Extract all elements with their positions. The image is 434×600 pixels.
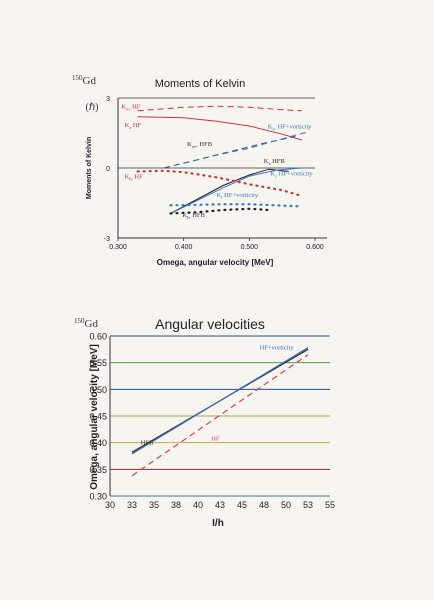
bottom-x-tick-40-4: 40 xyxy=(193,500,203,510)
top-series-k-l-hf-vorticity-7 xyxy=(169,203,303,208)
top-series-label-2: Kxv, HFB xyxy=(187,141,213,149)
top-nucleus-label: 150Gd xyxy=(72,74,96,87)
top-y-unit: (ℏ) xyxy=(86,102,99,113)
bottom-y-tick-0-60: 0.60 xyxy=(89,332,107,342)
top-y-tick-0: 0 xyxy=(106,166,110,173)
bottom-series-label-hf-vorticity: HF+vorticity xyxy=(260,344,295,351)
top-series-label-4: Kz HFB xyxy=(264,158,286,166)
top-x-tick-0-500: 0.500 xyxy=(241,244,259,251)
bottom-series-label-hfb: HFB xyxy=(141,439,154,446)
top-x-tick-0-600: 0.600 xyxy=(306,244,324,251)
bottom-y-tick-0-55: 0.55 xyxy=(89,358,107,368)
top-y-tick-3: -3 xyxy=(104,236,110,243)
bottom-nucleus-label: 150Gd xyxy=(74,317,98,330)
bottom-y-tick-0-50: 0.50 xyxy=(89,385,107,395)
top-x-tick-0-300: 0.300 xyxy=(109,244,127,251)
top-series-k-lv-hf-6 xyxy=(136,169,303,198)
moments-chart: 150Gd Moments of Kelvin (ℏ) Moments of K… xyxy=(72,74,327,267)
bottom-y-tick-0-45: 0.45 xyxy=(89,412,107,422)
top-series-k-z-hfb-4 xyxy=(170,168,289,214)
top-series-k-z-hf-1 xyxy=(137,116,303,141)
bottom-series-label-hf: HF xyxy=(211,436,220,443)
top-y-axis-label: Moments of Kelvin xyxy=(86,137,93,199)
bottom-y-tick-0-30: 0.30 xyxy=(89,492,107,502)
bottom-x-tick-30-0: 30 xyxy=(105,500,115,510)
top-nucleus-symbol: Gd xyxy=(83,75,97,87)
bottom-x-tick-50-8: 50 xyxy=(281,500,291,510)
top-series-k-z-hf-vorticity-3 xyxy=(183,131,309,164)
bottom-x-tick-38-3: 38 xyxy=(171,500,181,510)
bottom-x-tick-45-6: 45 xyxy=(237,500,247,510)
top-x-axis-label: Omega, angular velocity [MeV] xyxy=(157,258,274,267)
top-series-label-1: Kz HF xyxy=(125,122,142,130)
bottom-x-tick-53-9: 53 xyxy=(303,500,313,510)
top-series-label-7: Kl HF+vorticity xyxy=(217,192,259,200)
bottom-chart-title: Angular velocities xyxy=(155,316,265,332)
top-series-label-0: Kxv HF xyxy=(121,104,141,112)
bottom-x-axis-label: I/h xyxy=(212,518,224,529)
top-series-label-6: Klv HF xyxy=(125,174,144,182)
bottom-y-tick-0-40: 0.40 xyxy=(89,438,107,448)
bottom-x-tick-55-10: 55 xyxy=(325,500,335,510)
bottom-x-tick-33-1: 33 xyxy=(127,500,137,510)
bottom-nucleus-symbol: Gd xyxy=(85,318,99,330)
bottom-series-hf-vorticity xyxy=(131,347,309,455)
bottom-x-tick-43-5: 43 xyxy=(215,500,225,510)
top-series-k-lv-hfb-8 xyxy=(169,207,271,215)
top-chart-title: Moments of Kelvin xyxy=(155,78,245,90)
bottom-x-tick-48-7: 48 xyxy=(259,500,269,510)
top-y-tick-3: 3 xyxy=(106,96,110,103)
bottom-y-axis-label: Omega, angular velocity [MeV] xyxy=(89,344,100,490)
bottom-x-tick-35-2: 35 xyxy=(149,500,159,510)
top-series-k-xv-hf-0 xyxy=(137,105,302,112)
top-series-label-8: Klv HFB xyxy=(182,212,205,220)
top-x-tick-0-400: 0.400 xyxy=(175,244,193,251)
bottom-series-hf xyxy=(131,354,309,477)
top-series-label-5: Kz HF+vorticity xyxy=(270,170,313,178)
bottom-nucleus-mass: 150 xyxy=(74,317,85,325)
bottom-y-tick-0-35: 0.35 xyxy=(89,465,107,475)
angular-velocities-chart: 150Gd Angular velocities Omega, angular … xyxy=(74,316,335,529)
top-series-label-3: Klv HF+vorticity xyxy=(268,123,313,131)
top-series-k-z-hf-vorticity-5 xyxy=(170,167,302,214)
top-nucleus-mass: 150 xyxy=(72,74,83,82)
